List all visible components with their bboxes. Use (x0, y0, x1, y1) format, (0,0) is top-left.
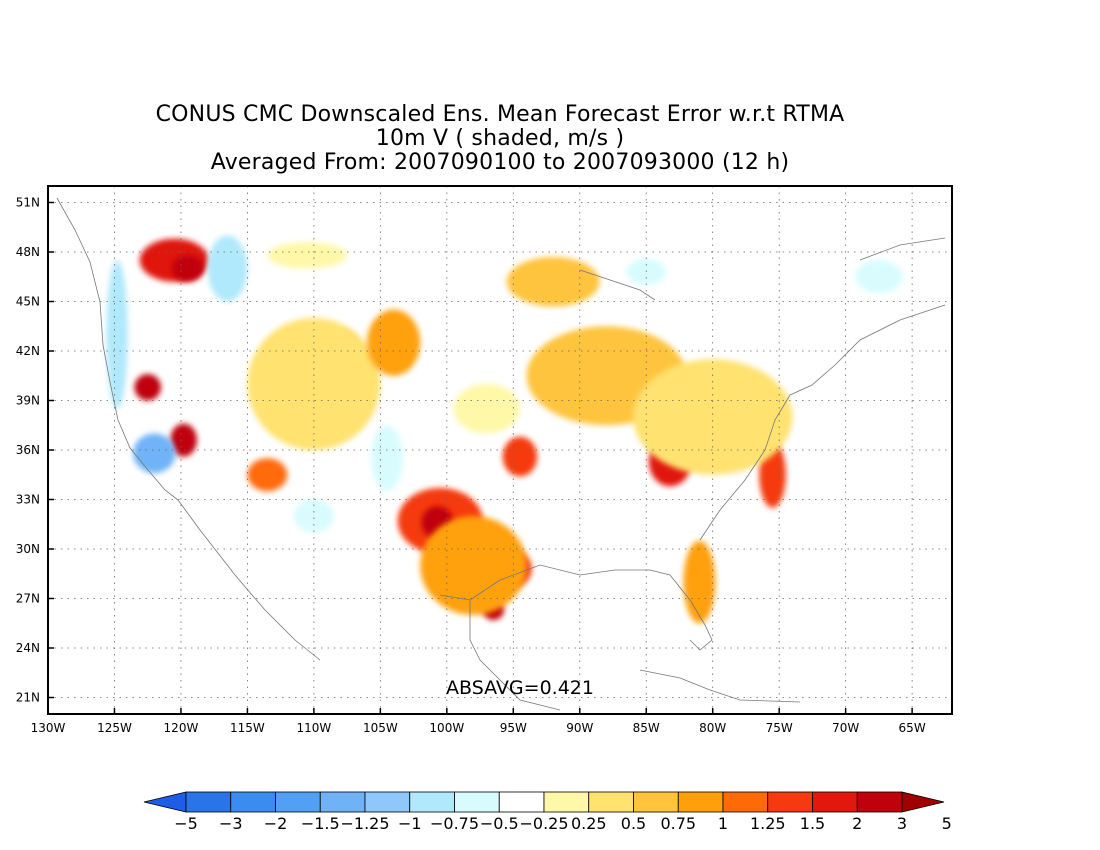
field-blob (420, 516, 527, 615)
colorbar-label: −2 (264, 814, 288, 833)
coastlines (56, 197, 946, 711)
lon-tick-label: 125W (97, 721, 132, 735)
colorbar-swatch (454, 791, 500, 813)
field-blob (293, 499, 334, 533)
colorbar-label: 3 (897, 814, 907, 833)
colorbar-label: −1.5 (301, 814, 340, 833)
colorbar-swatch (633, 791, 679, 813)
colorbar-swatch (588, 791, 634, 813)
lon-tick-label: 70W (832, 721, 859, 735)
lat-lon-grid (48, 186, 952, 714)
colorbar-label: −3 (219, 814, 243, 833)
colorbar-label: −0.5 (480, 814, 519, 833)
colorbar-swatch (543, 791, 590, 813)
lon-tick-label: 95W (500, 721, 527, 735)
lon-tick-label: 105W (363, 721, 398, 735)
lat-tick-label: 42N (16, 344, 40, 358)
lat-tick-label: 45N (16, 295, 40, 309)
colorbar-label: −0.25 (519, 814, 568, 833)
lon-tick-label: 90W (566, 721, 593, 735)
colorbar-label: 0.25 (571, 814, 607, 833)
colorbar-swatch (275, 791, 321, 813)
colorbar: −5 −3 −2 −1.5 −1.25 −1 −0.75 −0.5 −0.25 0.25 0.5 0.… (143, 791, 952, 833)
field-blob (632, 359, 793, 475)
field-blob (207, 235, 248, 302)
field-blob (106, 260, 128, 409)
field-blob (133, 433, 176, 474)
colorbar-swatch (677, 791, 724, 813)
map-title-line3: Averaged From: 2007090100 to 2007093000 … (210, 150, 790, 175)
map-title-line1: CONUS CMC Downscaled Ens. Mean Forecast … (155, 102, 845, 127)
colorbar-swatch (230, 791, 276, 813)
lat-tick-label: 51N (16, 196, 40, 210)
field-blob (247, 458, 288, 492)
field-blob (367, 309, 421, 376)
colorbar-swatch (185, 791, 232, 813)
colorbar-label: 1.5 (800, 814, 825, 833)
colorbar-high-arrow (901, 791, 945, 813)
lat-tick-label: 21N (16, 691, 40, 705)
lat-tick-label: 36N (16, 443, 40, 457)
colorbar-label: −0.75 (430, 814, 479, 833)
field-blob (759, 285, 840, 312)
lat-tick-label: 39N (16, 394, 40, 408)
colorbar-swatch (856, 791, 903, 813)
colorbar-swatch (409, 791, 455, 813)
colorbar-low-arrow (143, 791, 187, 813)
colorbar-swatch (498, 791, 545, 813)
lat-tick-label: 33N (16, 493, 40, 507)
field-blob (854, 260, 903, 294)
colorbar-swatch (722, 791, 769, 813)
field-blob (502, 436, 538, 477)
lat-tick-label: 48N (16, 245, 40, 259)
colorbar-swatch (319, 791, 366, 813)
field-blob (171, 255, 204, 282)
colorbar-label: 1.25 (750, 814, 786, 833)
field-blob (453, 384, 520, 434)
lat-tick-label: 24N (16, 641, 40, 655)
lon-tick-label: 100W (429, 721, 464, 735)
axis-ticks: 130W 125W 120W 115W 110W 105W 100W 95W 90W 85W 80W… (16, 196, 926, 736)
lon-tick-label: 110W (296, 721, 331, 735)
colorbar-label: 2 (852, 814, 862, 833)
lon-tick-label: 120W (164, 721, 199, 735)
colorbar-swatch (812, 791, 858, 813)
absavg-annotation: ABSAVG=0.421 (446, 677, 594, 699)
lon-tick-label: 75W (766, 721, 793, 735)
lon-tick-label: 115W (230, 721, 265, 735)
lon-tick-label: 85W (633, 721, 660, 735)
lon-tick-label: 80W (699, 721, 726, 735)
field-blob (247, 318, 381, 450)
colorbar-label: 0.75 (660, 814, 696, 833)
colorbar-label: −5 (174, 814, 198, 833)
colorbar-label: 0.5 (621, 814, 646, 833)
colorbar-swatch (767, 791, 813, 813)
colorbar-swatch (364, 791, 411, 813)
field-blob (506, 256, 600, 307)
map-title-line2: 10m V ( shaded, m/s ) (375, 126, 625, 151)
colorbar-label: 1 (718, 814, 728, 833)
colorbar-label: −1 (398, 814, 422, 833)
field-blob (170, 423, 197, 457)
field-blob (134, 374, 162, 401)
colorbar-label: 5 (942, 814, 952, 833)
lat-tick-label: 27N (16, 592, 40, 606)
lat-tick-label: 30N (16, 542, 40, 556)
colorbar-label: −1.25 (340, 814, 389, 833)
field-blob (371, 425, 403, 492)
lon-tick-label: 65W (899, 721, 926, 735)
field-blob (683, 540, 716, 624)
lon-tick-label: 130W (31, 721, 66, 735)
field-blob (267, 242, 348, 269)
